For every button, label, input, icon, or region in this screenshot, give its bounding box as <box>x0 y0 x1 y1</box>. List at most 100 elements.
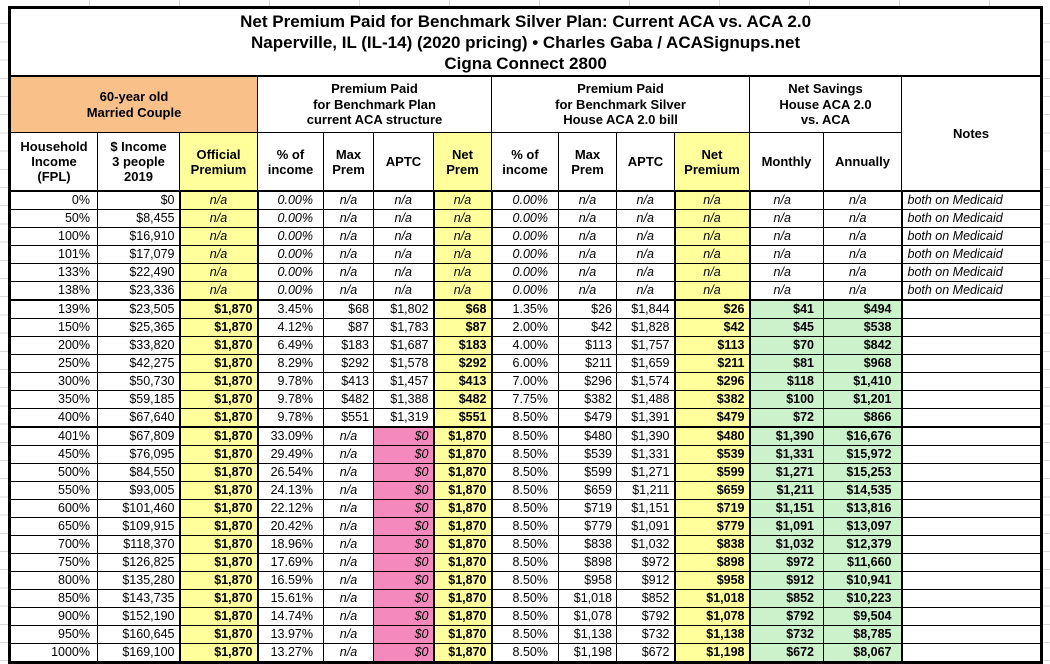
cell-aca-pct-income: 13.27% <box>256 643 324 663</box>
cell-aca-net-prem: $551 <box>432 408 492 428</box>
cell-official-premium: $1,870 <box>178 499 258 518</box>
cell-aca2-max-prem: $296 <box>558 372 617 391</box>
cell-aca2-pct-income: 8.50% <box>490 643 559 663</box>
cell-aca2-aptc: $1,488 <box>616 390 675 409</box>
cell-aca2-max-prem: $539 <box>558 445 617 464</box>
cell-aca-pct-income: 20.42% <box>256 517 324 536</box>
table-row: 138% $23,336 n/a 0.00% n/a n/a n/a 0.00% n/a n/a n… <box>9 281 1043 301</box>
cell-aca2-net-premium: $1,198 <box>673 643 750 663</box>
cell-aca2-net-premium: $958 <box>673 571 750 590</box>
cell-aca2-max-prem: n/a <box>558 190 617 210</box>
cell-aca2-max-prem: $113 <box>558 336 617 355</box>
cell-aca-pct-income: 16.59% <box>256 571 324 590</box>
column-header-savings-monthly: Monthly <box>749 132 824 192</box>
column-header-aca2-net-premium: Net Premium <box>674 132 750 192</box>
table-row: 200% $33,820 $1,870 6.49% $183 $1,687 $183 4.00… <box>9 336 1043 355</box>
cell-aca2-pct-income: 0.00% <box>490 245 559 264</box>
column-header-notes: Notes <box>900 75 1043 192</box>
cell-aca2-pct-income: 8.50% <box>490 481 559 500</box>
premium-comparison-table: Net Premium Paid for Benchmark Silver Pl… <box>8 6 1044 664</box>
cell-aca-max-prem: n/a <box>323 571 374 590</box>
cell-aca2-net-premium: $779 <box>673 517 750 536</box>
cell-aca2-max-prem: $1,198 <box>558 643 617 663</box>
cell-aca2-net-premium: $1,078 <box>673 607 750 626</box>
cell-savings-monthly: $118 <box>748 372 824 391</box>
cell-aca2-aptc: $1,659 <box>616 354 675 373</box>
cell-savings-annually: $842 <box>823 336 902 355</box>
cell-aca-aptc: $0 <box>373 643 434 663</box>
cell-fpl: 50% <box>9 209 98 228</box>
cell-fpl: 401% <box>9 426 98 446</box>
cell-aca2-aptc: n/a <box>616 281 675 301</box>
cell-aca2-aptc: $1,828 <box>616 318 675 337</box>
cell-income: $8,455 <box>97 209 180 228</box>
cell-official-premium: $1,870 <box>178 299 258 319</box>
cell-aca-net-prem: $1,870 <box>432 463 492 482</box>
cell-aca2-pct-income: 1.35% <box>490 299 559 319</box>
cell-fpl: 500% <box>9 463 98 482</box>
cell-fpl: 100% <box>9 227 98 246</box>
cell-aca2-net-premium: $211 <box>673 354 750 373</box>
cell-aca-max-prem: n/a <box>323 227 374 246</box>
cell-aca-net-prem: $1,870 <box>432 571 492 590</box>
cell-savings-annually: $15,972 <box>823 445 902 464</box>
cell-official-premium: $1,870 <box>178 625 258 644</box>
cell-aca2-net-premium: n/a <box>673 281 750 301</box>
cell-aca2-pct-income: 8.50% <box>490 589 559 608</box>
cell-aca-pct-income: 0.00% <box>256 281 324 301</box>
cell-savings-annually: n/a <box>823 209 902 228</box>
cell-aca-aptc: n/a <box>373 209 434 228</box>
cell-official-premium: $1,870 <box>178 318 258 337</box>
cell-notes <box>900 372 1043 391</box>
cell-savings-annually: $866 <box>823 408 902 428</box>
cell-savings-annually: $10,941 <box>823 571 902 590</box>
cell-aca-pct-income: 8.29% <box>256 354 324 373</box>
cell-savings-monthly: $41 <box>748 299 824 319</box>
cell-fpl: 750% <box>9 553 98 572</box>
cell-official-premium: $1,870 <box>178 354 258 373</box>
cell-aca2-max-prem: $599 <box>558 463 617 482</box>
cell-aca2-max-prem: n/a <box>558 209 617 228</box>
cell-aca2-pct-income: 7.75% <box>490 390 559 409</box>
cell-income: $42,275 <box>97 354 180 373</box>
cell-aca-pct-income: 26.54% <box>256 463 324 482</box>
cell-savings-monthly: $1,151 <box>748 499 824 518</box>
cell-aca2-aptc: $912 <box>616 571 675 590</box>
cell-official-premium: $1,870 <box>178 445 258 464</box>
cell-aca-max-prem: $292 <box>323 354 374 373</box>
cell-aca2-aptc: $852 <box>616 589 675 608</box>
cell-income: $0 <box>97 190 180 210</box>
cell-notes: both on Medicaid <box>900 245 1043 264</box>
cell-aca-net-prem: $1,870 <box>432 426 492 446</box>
cell-official-premium: $1,870 <box>178 336 258 355</box>
cell-aca2-net-premium: $719 <box>673 499 750 518</box>
cell-income: $118,370 <box>97 535 180 554</box>
group-header-population: 60-year old Married Couple <box>9 75 258 133</box>
cell-notes <box>900 607 1043 626</box>
column-header-aca-net-prem: Net Prem <box>433 132 492 192</box>
cell-official-premium: $1,870 <box>178 517 258 536</box>
cell-savings-annually: $968 <box>823 354 902 373</box>
cell-aca2-aptc: $1,091 <box>616 517 675 536</box>
cell-aca-pct-income: 22.12% <box>256 499 324 518</box>
cell-savings-monthly: $1,331 <box>748 445 824 464</box>
cell-aca-max-prem: $482 <box>323 390 374 409</box>
cell-notes <box>900 445 1043 464</box>
cell-aca-net-prem: $1,870 <box>432 553 492 572</box>
cell-aca-net-prem: n/a <box>432 263 492 282</box>
cell-aca-aptc: $0 <box>373 625 434 644</box>
table-row: 500% $84,550 $1,870 26.54% n/a $0 $1,870 8.50% $… <box>9 463 1043 482</box>
cell-savings-annually: $11,660 <box>823 553 902 572</box>
cell-aca2-max-prem: n/a <box>558 281 617 301</box>
cell-income: $23,336 <box>97 281 180 301</box>
table-row: 250% $42,275 $1,870 8.29% $292 $1,578 $292 6.00… <box>9 354 1043 373</box>
cell-official-premium: $1,870 <box>178 643 258 663</box>
cell-aca-pct-income: 0.00% <box>256 209 324 228</box>
cell-aca-max-prem: n/a <box>323 481 374 500</box>
cell-aca-aptc: $0 <box>373 445 434 464</box>
cell-aca2-max-prem: n/a <box>558 245 617 264</box>
cell-aca-aptc: $1,457 <box>373 372 434 391</box>
cell-notes: both on Medicaid <box>900 209 1043 228</box>
cell-fpl: 600% <box>9 499 98 518</box>
